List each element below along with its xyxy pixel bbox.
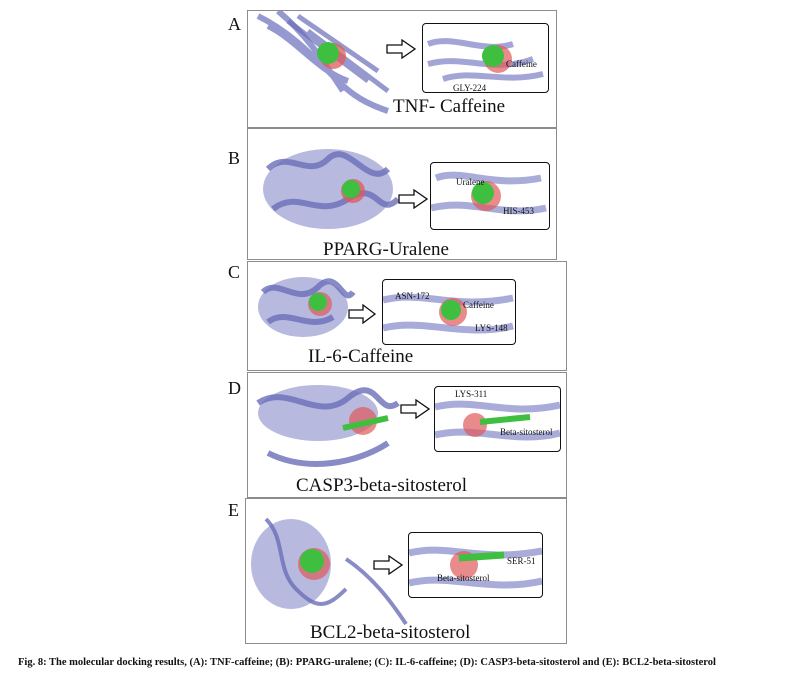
panel-title-a: TNF- Caffeine xyxy=(393,96,506,117)
figure-caption: Fig. 8: The molecular docking results, (… xyxy=(18,657,716,668)
binding-site-a xyxy=(426,38,544,82)
residue-label: SER-51 xyxy=(507,556,536,566)
residue-label: Uralene xyxy=(456,177,485,187)
residue-label: Caffeine xyxy=(506,59,537,69)
panel-a: Caffeine GLY-224 TNF- Caffeine xyxy=(247,10,557,128)
protein-structure-c xyxy=(258,277,356,337)
residue-label: LYS-148 xyxy=(475,323,508,333)
binding-site-d xyxy=(435,400,560,441)
residue-label: HIS-453 xyxy=(503,206,534,216)
inset-zoom-c: ASN-172 Caffeine LYS-148 xyxy=(382,279,516,345)
binding-site-e xyxy=(409,546,542,589)
panel-title-e: BCL2-beta-sitosterol xyxy=(310,622,471,643)
inset-zoom-e: SER-51 Beta-sitosterol xyxy=(408,532,543,598)
residue-label: GLY-224 xyxy=(453,83,487,93)
panel-title-b: PPARG-Uralene xyxy=(323,239,449,260)
panel-title-d: CASP3-beta-sitosterol xyxy=(296,475,467,496)
protein-structure-b xyxy=(263,149,401,229)
residue-label: LYS-311 xyxy=(455,389,488,399)
panel-letter-a: A xyxy=(228,14,241,34)
residue-label: Beta-sitosterol xyxy=(437,573,490,583)
panel-b: Uralene HIS-453 PPARG-Uralene xyxy=(247,128,557,260)
panel-title-c: IL-6-Caffeine xyxy=(308,346,414,367)
panel-letter-b: B xyxy=(228,148,241,168)
inset-zoom-d: LYS-311 Beta-sitosterol xyxy=(434,386,561,452)
panel-letter-e: E xyxy=(228,500,239,520)
residue-label: ASN-172 xyxy=(395,291,430,301)
residue-label: Caffeine xyxy=(463,300,494,310)
protein-structure-d xyxy=(256,385,400,467)
panel-c: ASN-172 Caffeine LYS-148 IL-6-Caffeine xyxy=(247,261,567,371)
protein-structure-a xyxy=(256,11,390,114)
panel-letter-d: D xyxy=(228,378,241,398)
panel-letter-c: C xyxy=(228,262,241,282)
panel-d: LYS-311 Beta-sitosterol CASP3-beta-sitos… xyxy=(247,372,567,498)
inset-zoom-b: Uralene HIS-453 xyxy=(430,162,550,230)
panel-e: SER-51 Beta-sitosterol BCL2-beta-sitoste… xyxy=(245,498,567,644)
residue-label: Beta-sitosterol xyxy=(500,427,553,437)
protein-structure-e xyxy=(251,517,408,626)
binding-site-b xyxy=(431,171,547,215)
inset-zoom-a: Caffeine GLY-224 xyxy=(422,23,549,93)
binding-site-c xyxy=(383,293,514,334)
